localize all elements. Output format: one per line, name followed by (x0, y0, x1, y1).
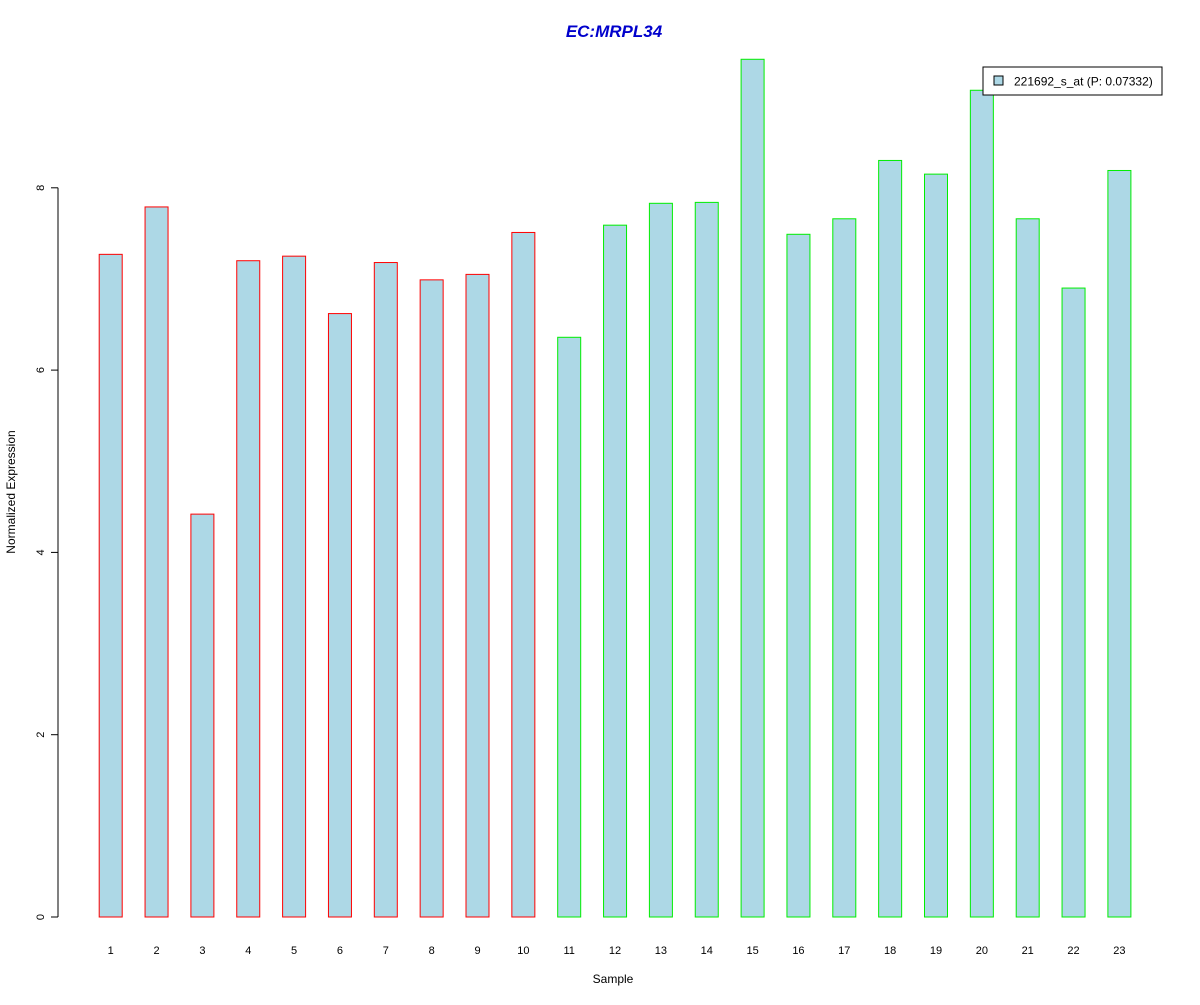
bar-sample-9 (465, 273, 490, 918)
y-tick-label: 4 (35, 549, 47, 555)
bar-sample-15 (740, 58, 765, 918)
x-tick-label: 19 (930, 945, 942, 957)
x-tick-label: 8 (429, 945, 435, 957)
x-tick-label: 20 (976, 945, 988, 957)
bar-sample-11 (557, 336, 582, 918)
bar-sample-3 (190, 513, 215, 918)
x-tick-label: 15 (746, 945, 758, 957)
x-tick-label: 23 (1113, 945, 1125, 957)
x-tick-label: 17 (838, 945, 850, 957)
x-axis-label: Sample (593, 972, 634, 986)
legend: 221692_s_at (P: 0.07332) (982, 66, 1163, 96)
x-tick-label: 11 (563, 945, 574, 957)
legend-series-label: 221692_s_at (P: 0.07332) (1014, 75, 1153, 89)
bar-sample-1 (98, 253, 123, 918)
x-tick-label: 21 (1022, 945, 1034, 957)
bar-sample-8 (419, 279, 444, 918)
bar-sample-13 (648, 202, 673, 918)
bar-sample-6 (327, 313, 352, 918)
x-tick-label: 6 (337, 945, 343, 957)
bar-sample-21 (1015, 218, 1040, 918)
bar-sample-4 (236, 260, 261, 918)
chart-title: EC:MRPL34 (566, 22, 663, 41)
bar-sample-5 (282, 255, 307, 918)
x-tick-label: 2 (153, 945, 159, 957)
y-tick-label: 0 (35, 914, 47, 920)
x-tick-label: 10 (517, 945, 529, 957)
x-tick-label: 16 (792, 945, 804, 957)
x-tick-label: 13 (655, 945, 667, 957)
x-tick-label: 4 (245, 945, 251, 957)
x-tick-label: 7 (383, 945, 389, 957)
x-tick-label: 9 (474, 945, 480, 957)
x-tick-labels: 1 2 3 4 5 6 7 8 9 10 11 12 13 14 15 16 17 18 19 20 21 22 23 (108, 945, 1126, 957)
bar-sample-19 (924, 173, 948, 918)
bar-sample-12 (603, 224, 628, 918)
x-tick-label: 14 (701, 945, 713, 957)
y-tick-label: 6 (35, 367, 47, 373)
x-tick-label: 12 (609, 945, 621, 957)
y-axis: 0 2 4 6 8 (35, 185, 59, 920)
x-tick-label: 22 (1067, 945, 1079, 957)
x-tick-label: 18 (884, 945, 896, 957)
y-tick-label: 2 (35, 732, 47, 738)
x-tick-label: 5 (291, 945, 297, 957)
bar-sample-16 (786, 233, 811, 918)
bar-series (98, 58, 1132, 918)
bar-sample-20 (969, 89, 994, 918)
legend-swatch (993, 75, 1004, 86)
legend-box (982, 66, 1163, 96)
bar-sample-2 (144, 206, 169, 918)
bar-sample-7 (373, 262, 398, 918)
x-tick-label: 1 (108, 945, 114, 957)
bar-sample-10 (511, 231, 536, 918)
y-axis-label: Normalized Expression (4, 430, 18, 553)
bar-sample-23 (1107, 169, 1132, 918)
bar-sample-18 (878, 159, 903, 918)
bar-sample-17 (832, 218, 857, 918)
bar-sample-22 (1061, 287, 1086, 918)
y-tick-label: 8 (35, 185, 47, 191)
bar-sample-14 (694, 201, 719, 918)
x-tick-label: 3 (199, 945, 205, 957)
